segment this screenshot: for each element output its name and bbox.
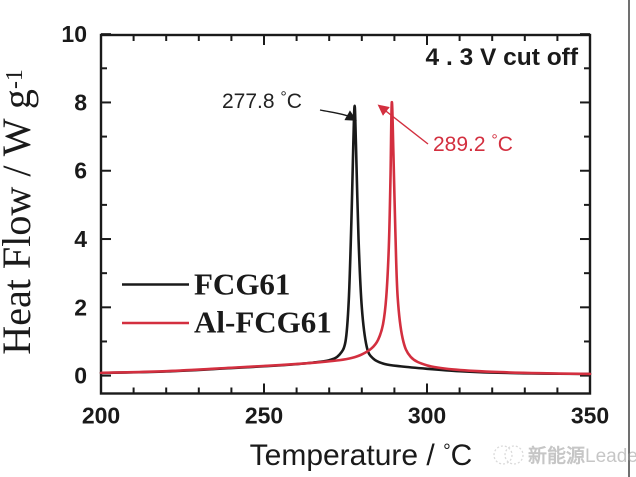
svg-text:6: 6 [74, 158, 87, 184]
svg-text:4 . 3 V cut off: 4 . 3 V cut off [426, 44, 579, 71]
svg-text:350: 350 [571, 403, 609, 429]
svg-text:新能源Leader: 新能源Leader [528, 444, 636, 467]
svg-text:277.8 °C: 277.8 °C [222, 89, 302, 113]
svg-text:4: 4 [74, 226, 87, 252]
svg-text:Heat Flow / W g-1: Heat Flow / W g-1 [0, 69, 39, 355]
svg-text:250: 250 [245, 403, 283, 429]
svg-text:FCG61: FCG61 [194, 267, 290, 302]
svg-text:Temperature / °C: Temperature / °C [250, 439, 473, 472]
svg-text:2: 2 [74, 294, 87, 320]
svg-text:10: 10 [61, 21, 87, 47]
svg-text:300: 300 [408, 403, 446, 429]
svg-text:8: 8 [74, 89, 87, 115]
svg-text:Al-FCG61: Al-FCG61 [194, 305, 332, 340]
svg-text:0: 0 [74, 363, 87, 389]
svg-text:289.2 °C: 289.2 °C [433, 132, 513, 156]
svg-text:200: 200 [82, 403, 120, 429]
